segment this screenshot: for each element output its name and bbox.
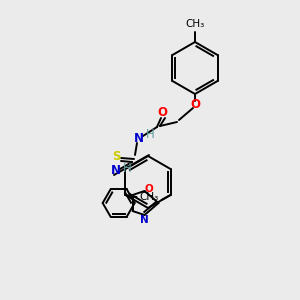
Text: N: N xyxy=(140,215,149,225)
Text: O: O xyxy=(144,184,153,194)
Text: CH₃: CH₃ xyxy=(140,192,159,202)
Text: H: H xyxy=(146,128,154,142)
Text: N: N xyxy=(111,164,121,178)
Text: S: S xyxy=(112,151,120,164)
Text: H: H xyxy=(123,163,131,176)
Text: O: O xyxy=(157,106,167,119)
Text: CH₃: CH₃ xyxy=(185,19,205,29)
Text: N: N xyxy=(134,133,144,146)
Text: O: O xyxy=(190,98,200,110)
